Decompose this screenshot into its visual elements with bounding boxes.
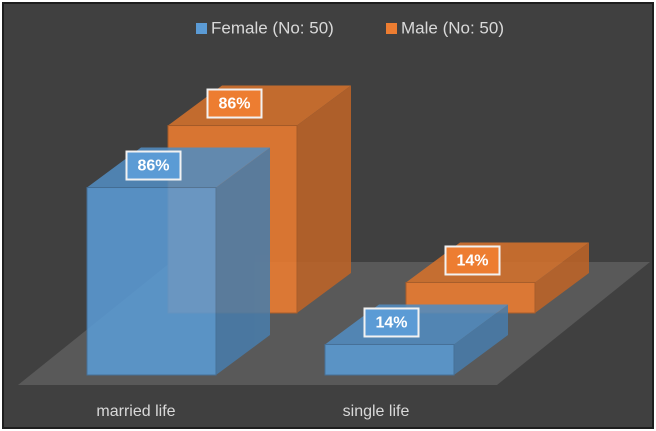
bar-3d [86, 147, 270, 376]
x-tick-label: single life [343, 403, 410, 420]
data-label: 14% [456, 253, 488, 270]
legend-swatch [196, 23, 207, 34]
data-label-box [444, 245, 501, 276]
data-label-box [363, 307, 420, 338]
bar [324, 343, 455, 376]
bar-side [297, 85, 351, 314]
legend-swatch [386, 23, 397, 34]
data-label: 14% [375, 315, 407, 332]
data-label-box [206, 88, 263, 119]
bar-side [216, 147, 270, 375]
bar-side [454, 304, 508, 375]
data-label: 86% [218, 96, 250, 113]
legend-label: Male (No: 50) [401, 18, 504, 37]
bar [86, 187, 217, 376]
data-label-box [125, 150, 182, 181]
data-label: 86% [137, 158, 169, 175]
legend-label: Female (No: 50) [211, 18, 334, 37]
bar-side [535, 242, 589, 313]
x-tick-label: married life [96, 403, 175, 420]
